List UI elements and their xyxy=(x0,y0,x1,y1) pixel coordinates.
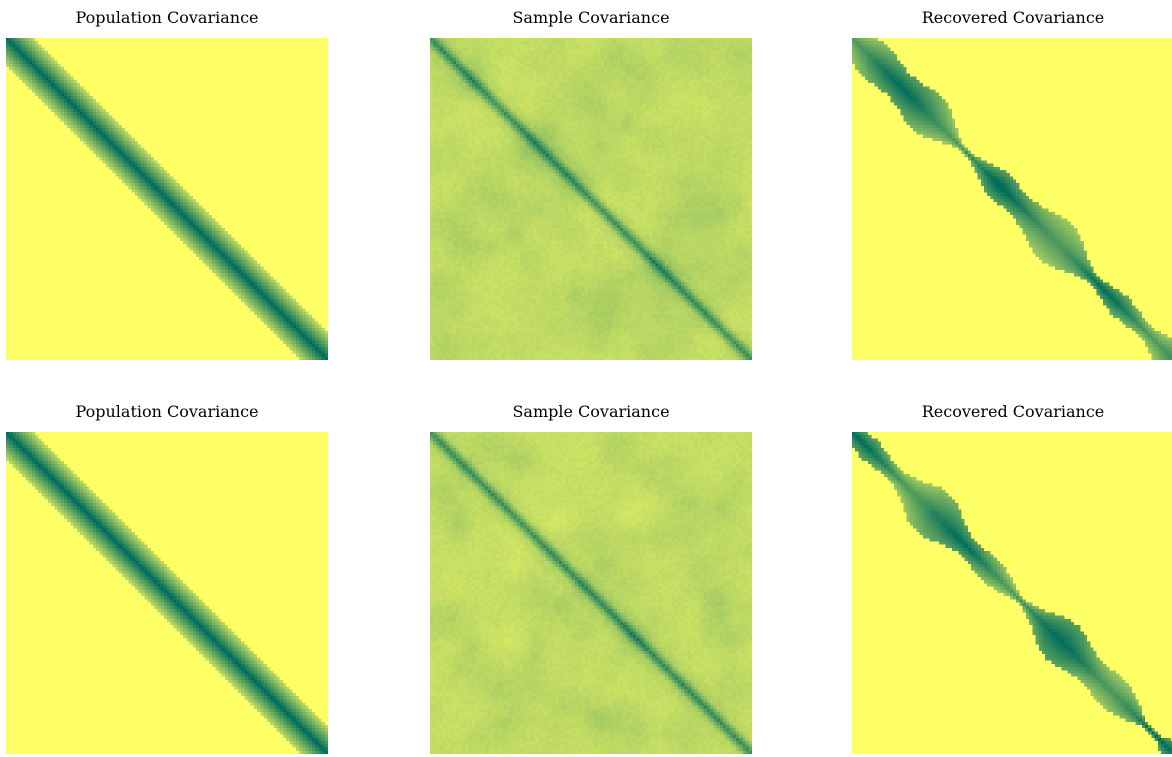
heatmap-canvas xyxy=(852,38,1172,360)
chart-title: Population Covariance xyxy=(75,402,259,421)
chart-title: Sample Covariance xyxy=(512,8,670,27)
heatmap-canvas xyxy=(852,432,1172,754)
heatmap-canvas xyxy=(430,38,752,360)
chart-title: Recovered Covariance xyxy=(921,402,1105,421)
chart-title: Recovered Covariance xyxy=(921,8,1105,27)
chart-title: Population Covariance xyxy=(75,8,259,27)
heatmap-canvas xyxy=(430,432,752,754)
heatmap-canvas xyxy=(6,432,328,754)
heatmap-canvas xyxy=(6,38,328,360)
chart-title: Sample Covariance xyxy=(512,402,670,421)
